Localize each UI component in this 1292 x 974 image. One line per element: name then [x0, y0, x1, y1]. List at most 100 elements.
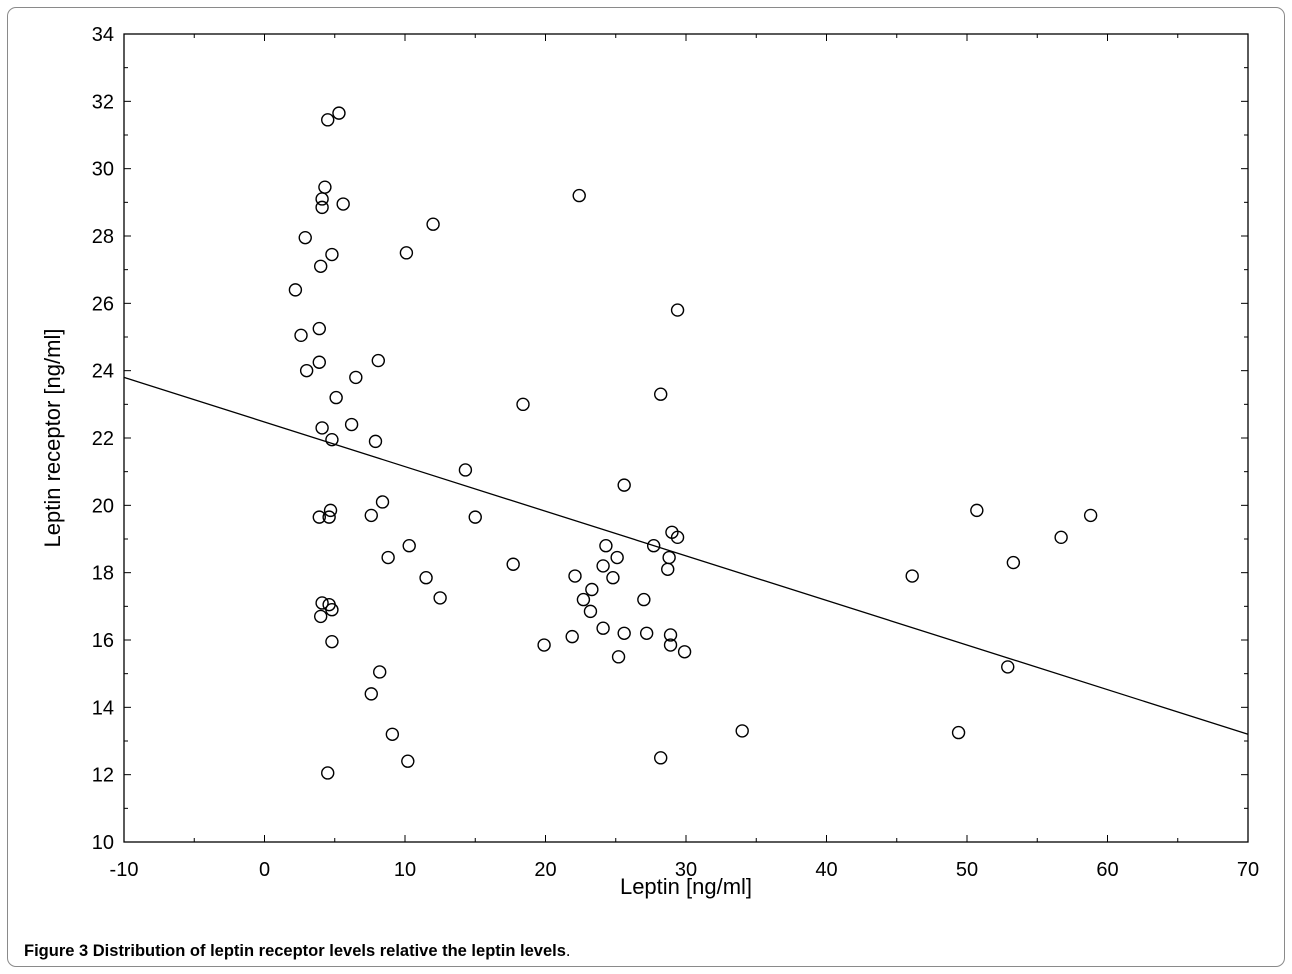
data-point: [325, 634, 339, 649]
data-point: [617, 478, 631, 492]
data-point: [315, 421, 329, 435]
y-tick-label: 24: [92, 361, 114, 383]
data-point: [610, 550, 624, 565]
y-axis-label: Leptin receptor [ng/ml]: [40, 329, 65, 548]
x-tick-label: 30: [675, 859, 697, 881]
data-point: [323, 503, 338, 518]
data-point: [905, 569, 919, 583]
data-point: [516, 397, 530, 412]
data-point: [970, 503, 984, 518]
data-point: [1001, 660, 1015, 674]
data-point: [322, 510, 336, 524]
data-point: [617, 626, 631, 640]
x-tick-label: 20: [534, 859, 556, 881]
x-tick-label: 70: [1237, 859, 1259, 881]
data-point: [298, 230, 312, 245]
data-point: [468, 510, 482, 524]
data-point: [315, 192, 329, 206]
data-point: [336, 197, 350, 211]
data-point: [565, 629, 579, 644]
x-tick-label: 50: [956, 859, 978, 881]
y-tick-label: 28: [92, 226, 114, 248]
data-point: [373, 665, 387, 679]
data-point: [325, 247, 339, 262]
data-point: [315, 200, 329, 215]
data-point: [1054, 530, 1068, 545]
data-point: [1006, 555, 1021, 570]
data-point: [325, 603, 339, 617]
figure-caption: Figure 3 Distribution of leptin receptor…: [24, 942, 570, 961]
data-point: [312, 321, 326, 336]
tick-labels: -10 0 10 20 30 40 50 60 70 10 12 14 16 18 20 22 24 26 28 30…: [92, 24, 1259, 881]
plot-area: [123, 33, 1249, 843]
data-point: [458, 463, 473, 477]
data-point: [606, 571, 620, 585]
y-tick-label: 34: [92, 24, 114, 46]
data-point: [506, 557, 520, 571]
x-tick-label: 0: [259, 859, 270, 881]
data-point: [585, 582, 599, 597]
data-point: [572, 188, 586, 203]
y-tick-label: 14: [92, 697, 114, 719]
data-point: [321, 766, 335, 780]
data-point: [576, 592, 591, 607]
data-point: [332, 106, 346, 120]
data-point: [321, 113, 335, 127]
data-point: [329, 390, 343, 405]
data-point: [426, 217, 440, 231]
data-point: [368, 434, 383, 449]
data-point: [663, 628, 678, 642]
data-point: [654, 751, 668, 765]
data-point: [299, 363, 314, 378]
data-point: [381, 550, 395, 565]
data-point: [364, 687, 378, 701]
data-point: [1083, 508, 1098, 523]
data-point: [596, 621, 610, 635]
y-tick-label: 16: [92, 630, 114, 652]
data-point: [401, 754, 415, 768]
data-point: [670, 530, 685, 545]
data-point: [637, 592, 651, 607]
y-tick-label: 20: [92, 495, 114, 517]
x-tick-label: -10: [110, 859, 139, 881]
axis-ticks: [123, 33, 1249, 843]
data-point: [294, 328, 308, 343]
caption-period: .: [565, 942, 571, 960]
y-tick-label: 26: [92, 293, 114, 315]
data-point: [646, 539, 661, 553]
caption-title: Figure 3 Distribution of leptin receptor…: [24, 942, 566, 960]
data-point: [639, 626, 654, 640]
x-tick-label: 40: [815, 859, 837, 881]
y-tick-label: 18: [92, 563, 114, 585]
data-point: [402, 539, 416, 553]
data-point: [662, 550, 676, 565]
data-point: [596, 559, 610, 573]
data-point: [568, 569, 582, 583]
data-point: [611, 650, 626, 664]
y-tick-label: 10: [92, 832, 114, 854]
data-point: [419, 571, 433, 585]
data-point: [344, 417, 359, 432]
x-tick-label: 60: [1096, 859, 1118, 881]
data-point: [349, 370, 363, 385]
data-point: [375, 495, 390, 509]
data-points: [288, 106, 1098, 780]
data-point: [599, 539, 613, 553]
data-point: [318, 180, 332, 194]
data-point: [677, 645, 692, 659]
data-point: [583, 604, 598, 619]
data-point: [288, 283, 303, 297]
data-point: [661, 562, 675, 576]
data-point: [951, 725, 966, 740]
data-point: [663, 638, 678, 652]
data-point: [314, 609, 328, 624]
data-point: [371, 353, 386, 368]
data-point: [399, 246, 414, 260]
regression-line: [123, 376, 1249, 735]
data-point: [325, 432, 339, 447]
data-point: [735, 724, 749, 738]
figure-frame: [7, 7, 1285, 967]
data-point: [315, 596, 329, 610]
data-point: [364, 508, 378, 523]
